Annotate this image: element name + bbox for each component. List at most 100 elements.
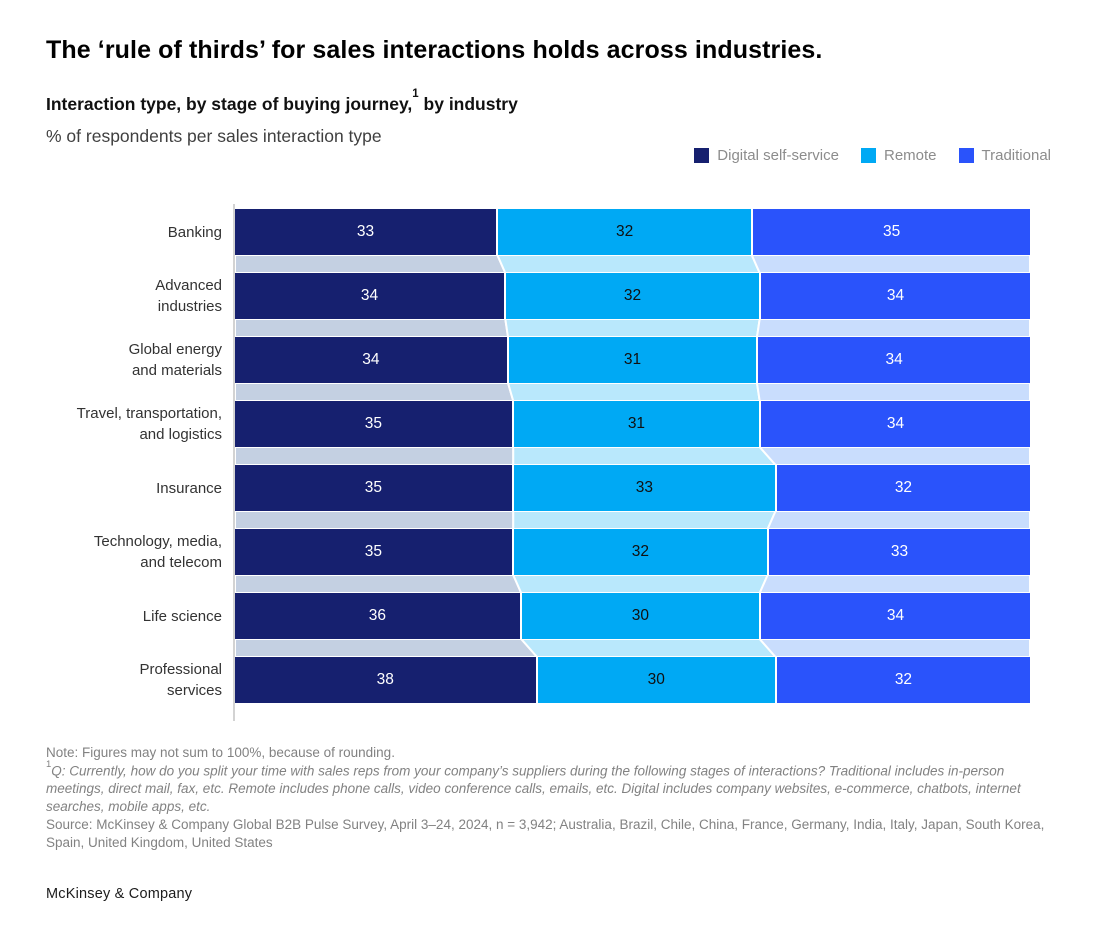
bar-segment-digital-self-service: 35 [235, 401, 512, 447]
bar-segment-traditional: 33 [768, 529, 1030, 575]
bar-value-label: 35 [882, 223, 901, 240]
bar-row-banking: Banking 33 32 35 [46, 209, 1030, 255]
category-label: Professional services [139, 661, 222, 699]
bar-segment-digital-self-service: 35 [235, 465, 512, 511]
connector-segment-traditional [755, 383, 1030, 401]
connector-band [235, 255, 1030, 273]
connector-spacer [46, 639, 235, 657]
stacked-bar: 35 32 33 [235, 529, 1030, 575]
bar-value-label: 34 [362, 351, 380, 368]
bar-value-label: 32 [631, 543, 650, 560]
connector-segment-traditional [766, 511, 1030, 529]
connector-band [235, 639, 1030, 657]
connector-row [46, 511, 1030, 529]
bar-value-label: 35 [364, 415, 383, 432]
bar-row-life-science: Life science 36 30 34 [46, 593, 1030, 639]
bar-segment-digital-self-service: 34 [235, 337, 507, 383]
stacked-bar: 38 30 32 [235, 657, 1030, 703]
stacked-bar: 34 31 34 [235, 337, 1030, 383]
y-axis-line [233, 204, 235, 721]
category-label: Travel, transportation, and logistics [76, 405, 222, 443]
bar-segment-remote: 32 [498, 209, 752, 255]
connector-spacer [46, 255, 235, 273]
legend-label: Remote [883, 147, 937, 164]
bar-value-label: 32 [894, 479, 913, 496]
bar-row-professional: Professional services 38 30 32 [46, 657, 1030, 703]
bar-segment-remote: 30 [521, 593, 760, 639]
page-title: The ‘rule of thirds’ for sales interacti… [46, 36, 823, 64]
bar-segment-digital-self-service: 33 [235, 209, 497, 255]
bar-segment-remote: 31 [513, 401, 760, 447]
connector-row [46, 575, 1030, 593]
bar-value-label: 32 [894, 671, 913, 688]
bar-value-label: 34 [886, 607, 905, 624]
connector-segment-digital-self-service [235, 511, 515, 529]
stacked-bar: 33 32 35 [235, 209, 1030, 255]
bar-value-label: 35 [364, 479, 383, 496]
connector-band [235, 319, 1030, 337]
connector-row [46, 383, 1030, 401]
connector-row [46, 255, 1030, 273]
connector-row [46, 447, 1030, 465]
bar-value-label: 31 [627, 415, 646, 432]
bar-value-label: 32 [623, 287, 642, 304]
bar-segment-traditional: 34 [761, 593, 1030, 639]
connector-spacer [46, 383, 235, 401]
stacked-bar-chart: Banking 33 32 35 Advanced industries 34 32 34 Gl… [46, 204, 1030, 721]
bar-value-label: 34 [886, 287, 905, 304]
bar-segment-remote: 31 [508, 337, 757, 383]
bar-segment-traditional: 34 [758, 337, 1030, 383]
stacked-bar: 36 30 34 [235, 593, 1030, 639]
bar-segment-digital-self-service: 38 [235, 657, 536, 703]
connector-segment-digital-self-service [235, 639, 539, 657]
connector-segment-remote [512, 447, 777, 465]
connector-spacer [46, 575, 235, 593]
bar-value-label: 36 [368, 607, 386, 624]
chart-subtitle-text: Interaction type, by stage of buying jou… [46, 94, 413, 114]
legend-item-digital-self-service: Digital self-service [694, 147, 839, 164]
bar-segment-remote: 32 [513, 529, 767, 575]
category-label: Advanced industries [155, 277, 222, 315]
connector-segment-remote [506, 383, 761, 401]
connector-spacer [46, 447, 235, 465]
chart-unit-label: % of respondents per sales interaction t… [46, 126, 382, 146]
connector-segment-remote [512, 575, 769, 593]
bar-value-label: 33 [356, 223, 375, 240]
bar-value-label: 34 [886, 415, 905, 432]
connector-band [235, 575, 1030, 593]
category-label: Global energy and materials [128, 341, 222, 379]
bar-value-label: 35 [364, 543, 383, 560]
bar-segment-remote: 32 [505, 273, 760, 319]
mckinsey-wordmark: McKinsey & Company [46, 886, 193, 902]
category-label: Life science [142, 607, 222, 625]
bar-segment-traditional: 35 [753, 209, 1030, 255]
bar-value-label: 34 [885, 351, 903, 368]
connector-segment-digital-self-service [235, 255, 507, 273]
bar-segment-digital-self-service: 35 [235, 529, 512, 575]
bar-value-label: 34 [360, 287, 379, 304]
bar-segment-remote: 33 [513, 465, 775, 511]
connector-band [235, 511, 1030, 529]
connector-row [46, 319, 1030, 337]
stacked-bar: 35 33 32 [235, 465, 1030, 511]
connector-band [235, 447, 1030, 465]
footnote-marker: 1 [412, 88, 419, 101]
bar-row-global-energy: Global energy and materials 34 31 34 [46, 337, 1030, 383]
bar-segment-remote: 30 [537, 657, 775, 703]
bar-segment-traditional: 34 [761, 273, 1030, 319]
bar-segment-traditional: 32 [776, 465, 1030, 511]
bar-value-label: 30 [647, 671, 665, 688]
category-label: Banking [167, 223, 222, 241]
stacked-bar: 35 31 34 [235, 401, 1030, 447]
bar-value-label: 32 [615, 223, 634, 240]
legend-swatch-digital-self-service [694, 148, 710, 163]
legend-item-traditional: Traditional [958, 147, 1051, 164]
connector-spacer [46, 319, 235, 337]
connector-segment-digital-self-service [235, 319, 510, 337]
bar-segment-traditional: 32 [776, 657, 1030, 703]
legend-label: Traditional [981, 147, 1051, 164]
connector-segment-digital-self-service [235, 383, 515, 401]
chart-subtitle-suffix: by industry [418, 94, 518, 114]
chart-legend: Digital self-service Remote Traditional [694, 147, 1051, 164]
